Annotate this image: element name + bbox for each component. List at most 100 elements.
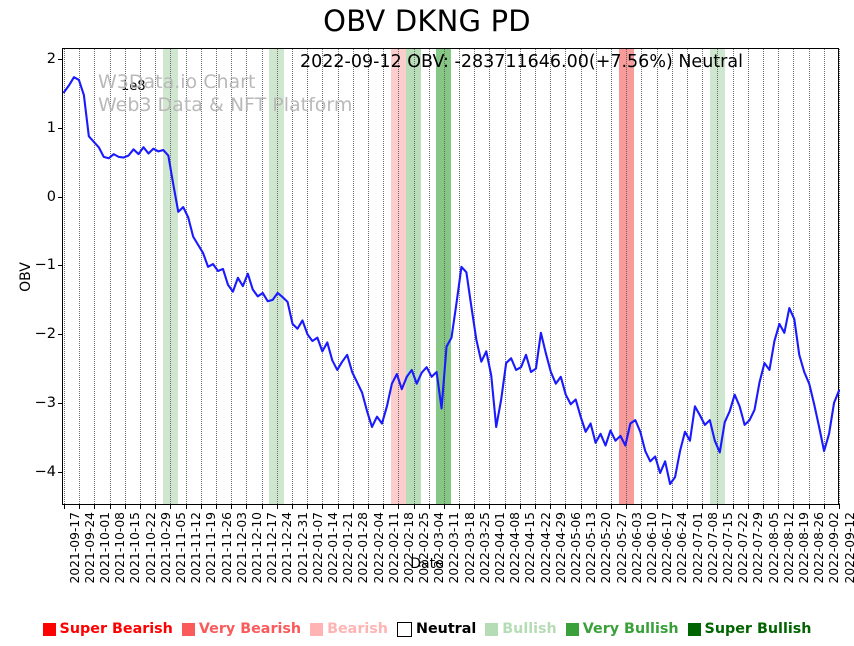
x-tick-mark — [626, 504, 628, 509]
gridline — [823, 49, 825, 504]
x-tick-label: 2022-04-15 — [523, 512, 538, 584]
legend-item-bullish[interactable]: Bullish — [485, 621, 557, 637]
legend-swatch-icon — [42, 622, 56, 636]
legend-item-super-bullish[interactable]: Super Bullish — [687, 621, 812, 637]
x-tick-mark — [155, 504, 157, 509]
x-tick-mark — [687, 504, 689, 509]
gridline — [535, 49, 537, 504]
x-tick-mark — [413, 504, 415, 509]
x-tick-label: 2022-08-12 — [781, 512, 796, 584]
signal-band-bearish — [390, 49, 406, 504]
x-tick-label: 2022-03-11 — [447, 512, 462, 584]
x-tick-label: 2021-10-22 — [143, 512, 158, 584]
x-tick-mark — [291, 504, 293, 509]
legend-label: Super Bearish — [59, 621, 173, 637]
x-tick-mark — [307, 504, 309, 509]
x-tick-mark — [94, 504, 96, 509]
x-tick-label: 2022-03-25 — [477, 512, 492, 584]
x-tick-label: 2022-03-04 — [432, 512, 447, 584]
x-tick-mark — [231, 504, 233, 509]
legend-label: Bearish — [327, 621, 388, 637]
gridline — [428, 49, 430, 504]
x-tick-mark — [428, 504, 430, 509]
y-tick-mark — [58, 59, 63, 61]
x-tick-label: 2022-04-01 — [493, 512, 508, 584]
gridline — [291, 49, 293, 504]
gridline — [200, 49, 202, 504]
gridline — [443, 49, 445, 504]
legend-swatch-icon — [310, 622, 324, 636]
gridline — [519, 49, 521, 504]
y-tick-label: −3 — [34, 394, 56, 411]
x-tick-label: 2021-10-15 — [128, 512, 143, 584]
legend-label: Very Bearish — [198, 621, 302, 637]
gridline — [398, 49, 400, 504]
legend-item-bearish[interactable]: Bearish — [310, 621, 388, 637]
legend-item-very-bullish[interactable]: Very Bullish — [565, 621, 679, 637]
x-tick-label: 2021-12-24 — [280, 512, 295, 584]
x-tick-label: 2022-07-08 — [705, 512, 720, 584]
x-tick-mark — [519, 504, 521, 509]
x-tick-label: 2022-05-27 — [614, 512, 629, 584]
legend-item-neutral[interactable]: Neutral — [396, 621, 477, 637]
gridline — [778, 49, 780, 504]
gridline — [580, 49, 582, 504]
x-tick-mark — [200, 504, 202, 509]
x-tick-mark — [611, 504, 613, 509]
watermark-line1: W3Data.io Chart — [98, 71, 256, 93]
x-tick-label: 2022-02-25 — [417, 512, 432, 584]
watermark-line2: Web3 Data & NFT Platform — [98, 94, 353, 116]
x-tick-label: 2022-01-14 — [325, 512, 340, 584]
x-axis-label: Date — [410, 556, 444, 572]
x-tick-mark — [398, 504, 400, 509]
x-tick-mark — [823, 504, 825, 509]
x-tick-mark — [383, 504, 385, 509]
gridline — [413, 49, 415, 504]
gridline — [94, 49, 96, 504]
x-tick-label: 2022-04-29 — [553, 512, 568, 584]
legend-item-super-bearish[interactable]: Super Bearish — [42, 621, 173, 637]
gridline — [337, 49, 339, 504]
gridline — [109, 49, 111, 504]
gridline — [717, 49, 719, 504]
page-title: OBV DKNG PD — [323, 4, 531, 38]
x-tick-label: 2022-02-11 — [386, 512, 401, 584]
x-tick-mark — [489, 504, 491, 509]
x-tick-label: 2021-12-31 — [295, 512, 310, 584]
legend-item-very-bearish[interactable]: Very Bearish — [181, 621, 302, 637]
x-tick-label: 2022-03-18 — [462, 512, 477, 584]
x-tick-label: 2022-05-06 — [569, 512, 584, 584]
gridline — [185, 49, 187, 504]
legend-label: Neutral — [415, 621, 477, 637]
gridline — [793, 49, 795, 504]
x-tick-label: 2022-08-26 — [812, 512, 827, 584]
x-tick-label: 2022-07-01 — [690, 512, 705, 584]
gridline — [215, 49, 217, 504]
gridline — [732, 49, 734, 504]
x-tick-mark — [474, 504, 476, 509]
y-axis-label: OBV — [17, 261, 34, 292]
x-tick-mark — [671, 504, 673, 509]
x-tick-label: 2022-09-12 — [842, 512, 854, 584]
legend-label: Super Bullish — [704, 621, 812, 637]
x-tick-mark — [459, 504, 461, 509]
x-tick-label: 2022-07-29 — [751, 512, 766, 584]
x-tick-mark — [124, 504, 126, 509]
x-tick-mark — [185, 504, 187, 509]
x-tick-mark — [763, 504, 765, 509]
x-tick-label: 2022-08-19 — [797, 512, 811, 584]
gridline — [595, 49, 597, 504]
gridline — [641, 49, 643, 504]
x-tick-mark — [367, 504, 369, 509]
x-tick-label: 2022-01-21 — [341, 512, 356, 584]
x-tick-label: 2021-10-08 — [113, 512, 128, 584]
gridline — [687, 49, 689, 504]
gridline — [261, 49, 263, 504]
x-tick-mark — [352, 504, 354, 509]
x-tick-label: 2021-12-03 — [234, 512, 249, 584]
gridline — [64, 49, 65, 504]
x-tick-label: 2021-11-05 — [173, 512, 188, 584]
gridline — [489, 49, 491, 504]
x-tick-mark — [702, 504, 704, 509]
obv-line — [62, 76, 841, 486]
